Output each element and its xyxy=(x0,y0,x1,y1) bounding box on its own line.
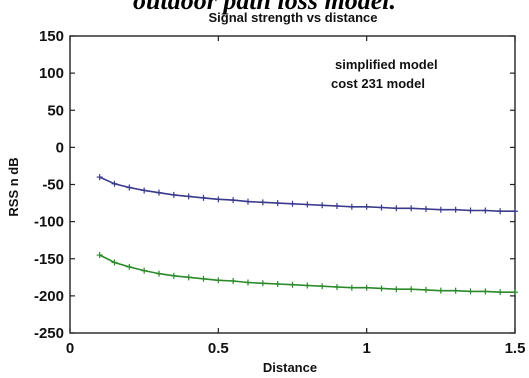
figure-caption: outdoor path loss model. xyxy=(133,0,396,15)
data-point xyxy=(452,287,459,294)
data-point xyxy=(245,279,251,286)
data-point xyxy=(141,267,148,274)
data-point xyxy=(126,263,133,270)
data-point xyxy=(185,274,192,281)
data-point xyxy=(319,202,326,209)
data-point xyxy=(348,284,355,291)
data-point xyxy=(363,284,370,291)
data-point xyxy=(497,289,504,296)
data-point xyxy=(423,286,429,293)
y-tick-label: -50 xyxy=(42,177,64,194)
x-tick-label: 1 xyxy=(362,340,370,357)
data-point xyxy=(304,282,311,289)
data-point xyxy=(512,208,518,215)
data-point xyxy=(185,193,192,200)
data-point xyxy=(304,201,311,208)
data-point xyxy=(467,288,474,295)
data-point xyxy=(408,286,415,293)
data-point xyxy=(230,278,237,285)
data-point xyxy=(512,289,518,296)
data-point xyxy=(319,283,326,290)
data-point xyxy=(334,203,340,210)
data-point xyxy=(393,205,400,212)
data-point xyxy=(437,287,444,294)
y-tick-label: -150 xyxy=(34,251,64,268)
data-point xyxy=(378,285,385,292)
y-tick-label: 100 xyxy=(39,65,64,82)
series-markers-1 xyxy=(96,174,518,215)
x-tick-label: 0.5 xyxy=(208,340,229,357)
legend-entry-2: cost 231 model xyxy=(331,76,425,91)
data-point xyxy=(348,203,355,210)
data-point xyxy=(452,206,459,213)
data-point xyxy=(467,207,474,214)
y-axis-label: RSS n dB xyxy=(6,157,21,216)
y-tick-label: -200 xyxy=(34,288,64,305)
y-tick-label: 50 xyxy=(47,102,64,119)
y-tick-label: -100 xyxy=(34,214,64,231)
data-point xyxy=(200,275,207,282)
data-point xyxy=(363,203,370,210)
data-point xyxy=(200,194,207,201)
data-point xyxy=(170,191,177,198)
x-axis-label: Distance xyxy=(263,360,317,375)
data-point xyxy=(259,199,266,206)
data-point xyxy=(423,206,429,213)
data-point xyxy=(259,280,266,287)
data-point xyxy=(245,198,251,205)
data-point xyxy=(96,252,103,259)
data-point xyxy=(156,189,162,196)
data-point xyxy=(215,196,222,203)
data-point xyxy=(289,281,296,288)
data-point xyxy=(437,206,444,213)
data-point xyxy=(289,200,296,207)
data-point xyxy=(497,208,504,215)
data-point xyxy=(274,280,281,287)
data-point xyxy=(111,259,118,266)
data-point xyxy=(482,288,489,295)
data-point xyxy=(408,205,415,212)
data-point xyxy=(274,200,281,207)
legend: simplified model cost 231 model xyxy=(331,57,438,91)
data-point xyxy=(141,187,148,194)
data-point xyxy=(482,207,489,214)
data-point xyxy=(170,272,177,279)
x-tick-label: 0 xyxy=(66,340,74,357)
y-tick-label: -250 xyxy=(34,325,64,342)
data-point xyxy=(111,180,118,187)
plot-frame xyxy=(69,35,516,334)
data-point xyxy=(230,197,237,204)
data-point xyxy=(378,204,385,211)
y-tick-label: 0 xyxy=(56,139,64,156)
legend-entry-1: simplified model xyxy=(335,57,438,72)
data-point xyxy=(96,174,103,181)
data-point xyxy=(334,283,340,290)
chart-title: Signal strength vs distance xyxy=(208,10,377,25)
y-tick-label: 150 xyxy=(39,28,64,45)
data-point xyxy=(126,184,133,191)
x-tick-label: 1.5 xyxy=(505,340,526,357)
series-markers-2 xyxy=(96,252,518,296)
data-point xyxy=(156,270,162,277)
data-point xyxy=(215,277,222,284)
data-point xyxy=(393,286,400,293)
